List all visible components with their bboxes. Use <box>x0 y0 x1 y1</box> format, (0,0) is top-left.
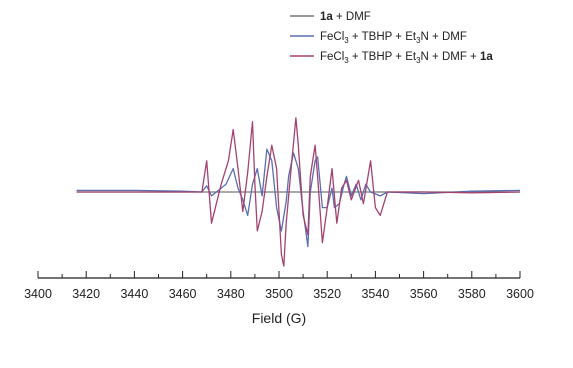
series-line-2 <box>76 148 521 248</box>
x-tick-label: 3580 <box>458 287 486 301</box>
x-tick-label: 3520 <box>313 287 341 301</box>
x-axis-title: Field (G) <box>252 310 306 326</box>
legend: 1a + DMF FeCl3 + TBHP + Et3N + DMF FeCl3 +… <box>290 11 493 65</box>
x-tick-label: 3480 <box>217 287 245 301</box>
x-tick-label: 3600 <box>506 287 534 301</box>
legend-label: FeCl3 + TBHP + Et3N + DMF + 1a <box>320 51 493 65</box>
legend-label: FeCl3 + TBHP + Et3N + DMF <box>320 31 467 45</box>
x-tick-label: 3440 <box>120 287 148 301</box>
x-tick-label: 3540 <box>361 287 389 301</box>
x-tick-label: 3420 <box>72 287 100 301</box>
x-tick-label: 3500 <box>265 287 293 301</box>
x-tick-label: 3400 <box>24 287 52 301</box>
x-tick-label: 3460 <box>169 287 197 301</box>
legend-label: 1a + DMF <box>320 11 371 23</box>
x-axis-ticks: 3400 3420 3440 3460 3480 3500 3520 3540 3560 3580… <box>24 271 534 301</box>
series-line-3 <box>76 117 521 267</box>
plot-area <box>76 117 521 267</box>
x-tick-label: 3560 <box>410 287 438 301</box>
